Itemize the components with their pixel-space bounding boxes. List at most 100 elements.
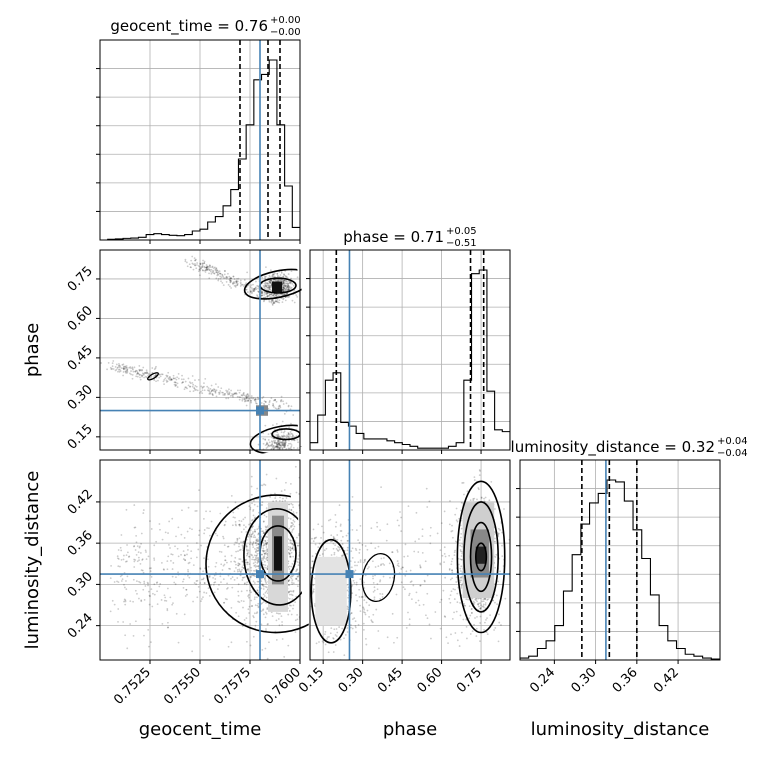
sample-point [281, 293, 284, 295]
sample-point [454, 588, 456, 591]
sample-point [270, 397, 273, 400]
sample-point [253, 612, 256, 615]
sample-point [270, 286, 273, 289]
sample-point [146, 371, 149, 374]
sample-point [203, 529, 206, 531]
sample-point [286, 285, 289, 288]
sample-point [216, 273, 219, 276]
sample-point [272, 500, 275, 503]
sample-point [332, 651, 335, 653]
sample-point [214, 392, 217, 394]
sample-point [289, 492, 292, 495]
sample-point [207, 267, 210, 270]
sample-point [257, 540, 259, 542]
sample-point [229, 279, 232, 282]
sample-point [234, 523, 237, 526]
sample-point [132, 600, 134, 603]
sample-point [130, 370, 132, 372]
sample-point [201, 392, 204, 395]
sample-point [332, 537, 335, 539]
sample-point [109, 366, 112, 369]
sample-point [210, 583, 212, 586]
panel-title: geocent_time = 0.76 +0.00−0.00 [110, 15, 300, 38]
sample-point [173, 581, 176, 584]
sample-point [211, 393, 214, 395]
sample-point [245, 288, 247, 291]
sample-point [262, 550, 265, 553]
sample-point [266, 608, 269, 611]
x-tick-label: 0.7575 [211, 665, 254, 708]
sample-point [275, 445, 278, 448]
sample-point [252, 541, 255, 543]
sample-point [480, 607, 482, 609]
sample-point [454, 549, 456, 552]
sample-point [276, 295, 278, 298]
sample-point [236, 283, 239, 286]
sample-point [241, 399, 244, 402]
sample-point [232, 516, 235, 519]
sample-point [256, 547, 258, 549]
sample-point [260, 602, 263, 605]
sample-point [281, 279, 284, 282]
sample-point [449, 594, 452, 597]
sample-point [253, 564, 256, 567]
sample-point [257, 560, 260, 563]
sample-point [185, 588, 188, 591]
sample-point [164, 596, 167, 599]
sample-point [295, 569, 298, 572]
sample-point [263, 514, 266, 517]
sample-point [282, 431, 285, 434]
sample-point [253, 290, 256, 292]
sample-point [289, 555, 292, 558]
sample-point [195, 556, 198, 559]
sample-point [203, 582, 206, 585]
sample-point [460, 527, 463, 530]
sample-point [144, 375, 147, 378]
sample-point [441, 554, 444, 557]
sample-point [265, 275, 267, 278]
sample-point [233, 543, 236, 546]
sample-point [124, 370, 127, 373]
sample-point [249, 286, 252, 288]
sample-point [141, 569, 144, 572]
sample-point [253, 503, 256, 506]
sample-point [202, 577, 205, 580]
sample-point [198, 590, 201, 593]
sample-point [289, 282, 292, 285]
sample-point [261, 602, 264, 604]
sample-point [254, 604, 257, 607]
sample-point [305, 540, 307, 542]
sample-point [279, 278, 281, 281]
sample-point [156, 581, 159, 584]
sample-point [124, 367, 127, 370]
sample-point [454, 632, 457, 634]
sample-point [205, 592, 208, 594]
sample-point [273, 406, 275, 408]
sample-point [487, 598, 490, 601]
sample-point [133, 504, 136, 506]
sample-point [206, 268, 208, 271]
y-tick-label: 0.75 [65, 264, 96, 295]
sample-point [278, 301, 281, 304]
sample-point [346, 589, 349, 592]
sample-point [270, 293, 273, 296]
sample-point [268, 441, 271, 444]
sample-point [287, 560, 290, 563]
sample-point [283, 279, 286, 282]
sample-point [266, 559, 269, 561]
sample-point [177, 555, 180, 558]
sample-point [215, 395, 218, 398]
sample-point [471, 611, 473, 614]
sample-point [252, 562, 255, 565]
sample-point [292, 414, 295, 416]
sample-point [281, 288, 284, 291]
sample-point [289, 590, 292, 593]
sample-point [134, 549, 137, 551]
sample-point [262, 550, 265, 553]
sample-point [419, 584, 422, 587]
sample-point [290, 277, 292, 280]
sample-point [239, 524, 241, 527]
sample-point [246, 291, 249, 293]
sample-point [281, 434, 283, 437]
sample-point [297, 579, 300, 582]
